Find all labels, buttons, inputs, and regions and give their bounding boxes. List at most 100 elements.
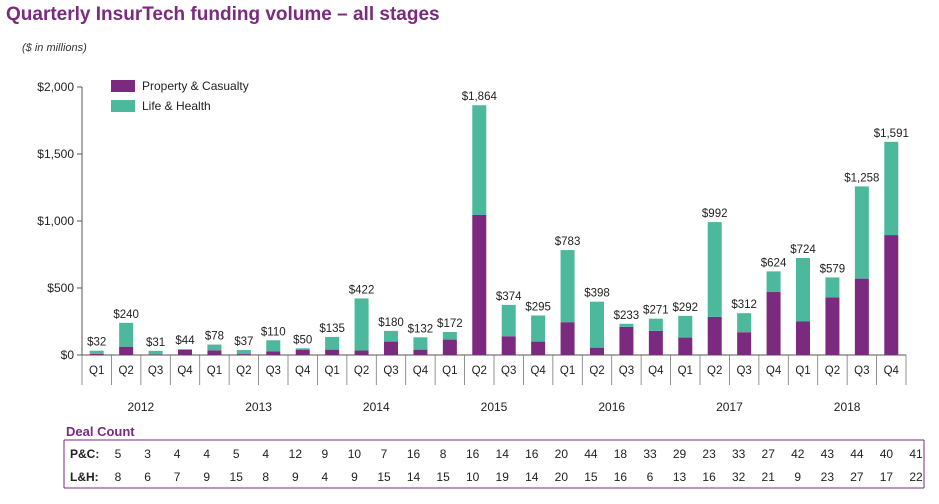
deal-count-pc-cell: 23 [702, 447, 716, 461]
bar-property-casualty [207, 350, 222, 355]
bar-property-casualty [707, 316, 722, 355]
y-tick-label: $1,000 [37, 214, 74, 228]
total-data-label: $422 [349, 284, 375, 296]
bar-property-casualty [442, 339, 457, 355]
x-tick-label: Q1 [678, 365, 693, 377]
deal-count-pc-cell: 42 [791, 447, 805, 461]
bar-property-casualty [295, 349, 310, 355]
deal-count-pc-cell: 27 [762, 447, 776, 461]
year-label: 2014 [363, 400, 390, 414]
deal-count-pc-cell: 20 [555, 447, 569, 461]
bar-life-health [413, 337, 428, 350]
x-tick-label: Q3 [148, 365, 163, 377]
total-data-label: $398 [584, 288, 610, 300]
deal-count-pc-cell: 3 [144, 447, 151, 461]
bar-life-health [737, 313, 752, 333]
bar-property-casualty [384, 341, 398, 355]
deal-count-pc-cell: 5 [233, 447, 240, 461]
total-data-label: $32 [87, 337, 106, 349]
deal-count-lh-cell: 23 [821, 470, 835, 484]
legend-label-life-health: Life & Health [142, 99, 211, 113]
total-data-label: $135 [319, 323, 345, 335]
deal-count-lh-cell: 9 [351, 470, 358, 484]
deal-count-lh-cell: 6 [647, 470, 654, 484]
y-tick-label: $2,000 [37, 80, 74, 94]
y-tick-label: $500 [47, 281, 74, 295]
deal-count-lh-cell: 14 [525, 470, 539, 484]
deal-count-lh-cell: 16 [702, 470, 716, 484]
bar-property-casualty [854, 278, 869, 355]
deal-row-label-lh: L&H: [70, 470, 99, 484]
bar-life-health [854, 186, 869, 279]
bar-life-health [354, 298, 369, 351]
deal-count-lh-cell: 7 [174, 470, 181, 484]
deal-count-pc-cell: 44 [850, 447, 864, 461]
deal-count-pc-cell: 16 [466, 447, 480, 461]
y-tick-label: $1,500 [37, 147, 74, 161]
total-data-label: $271 [643, 305, 669, 317]
deal-count-lh-cell: 8 [115, 470, 122, 484]
deal-count-title: Deal Count [66, 424, 135, 439]
deal-count-pc-cell: 33 [732, 447, 746, 461]
deal-count-pc-cell: 14 [496, 447, 510, 461]
deal-count-pc-cell: 8 [440, 447, 447, 461]
deal-count-lh-cell: 6 [144, 470, 151, 484]
x-tick-label: Q1 [207, 365, 222, 377]
total-data-label: $31 [146, 337, 165, 349]
total-data-label: $233 [614, 310, 640, 322]
deal-count-lh-cell: 9 [794, 470, 801, 484]
total-data-label: $44 [175, 335, 195, 347]
bar-life-health [619, 323, 634, 327]
deal-count-lh-cell: 22 [909, 470, 923, 484]
deal-count-lh-cell: 32 [732, 470, 746, 484]
deal-count-pc-cell: 41 [909, 447, 923, 461]
bar-life-health [442, 331, 457, 340]
x-tick-label: Q3 [501, 365, 516, 377]
deal-count-pc-cell: 44 [584, 447, 598, 461]
x-tick-label: Q4 [884, 365, 900, 377]
bar-property-casualty [148, 354, 163, 355]
x-tick-label: Q1 [795, 365, 810, 377]
total-data-label: $172 [437, 318, 463, 330]
deal-count-pc-cell: 10 [348, 447, 362, 461]
total-data-label: $783 [555, 236, 581, 248]
deal-count-lh-cell: 21 [762, 470, 776, 484]
deal-count-pc-cell: 40 [880, 447, 894, 461]
bar-property-casualty [560, 322, 575, 355]
x-tick-label: Q2 [589, 365, 604, 377]
deal-count-lh-cell: 15 [377, 470, 391, 484]
deal-count-lh-cell: 19 [496, 470, 510, 484]
deal-count-lh-cell: 17 [880, 470, 894, 484]
year-label: 2015 [481, 400, 508, 414]
bar-life-health [560, 250, 575, 323]
total-data-label: $295 [525, 301, 551, 313]
bar-life-health [825, 277, 840, 298]
total-data-label: $579 [820, 263, 846, 275]
deal-count-lh-cell: 27 [850, 470, 864, 484]
bar-life-health [766, 271, 781, 293]
total-data-label: $724 [790, 244, 816, 256]
bar-property-casualty [325, 349, 340, 355]
year-label: 2018 [834, 400, 861, 414]
total-data-label: $1,258 [844, 172, 879, 184]
chart-title: Quarterly InsurTech funding volume – all… [6, 4, 440, 25]
deal-count-pc-cell: 18 [614, 447, 628, 461]
bar-property-casualty [648, 330, 663, 355]
x-tick-label: Q4 [413, 365, 429, 377]
bar-life-health [148, 350, 163, 355]
bar-property-casualty [178, 349, 192, 355]
deal-count-pc-cell: 29 [673, 447, 687, 461]
bar-life-health [472, 105, 487, 215]
bar-property-casualty [413, 349, 428, 355]
deal-count-pc-cell: 5 [115, 447, 122, 461]
x-tick-label: Q2 [707, 365, 722, 377]
bar-life-health [89, 350, 104, 354]
year-label: 2016 [598, 400, 625, 414]
x-tick-label: Q4 [530, 365, 546, 377]
bar-property-casualty [796, 321, 810, 355]
deal-count-lh-cell: 15 [230, 470, 244, 484]
deal-count-lh-cell: 20 [555, 470, 569, 484]
total-data-label: $624 [761, 257, 787, 269]
total-data-label: $110 [261, 326, 286, 338]
deal-count-lh-cell: 4 [322, 470, 329, 484]
